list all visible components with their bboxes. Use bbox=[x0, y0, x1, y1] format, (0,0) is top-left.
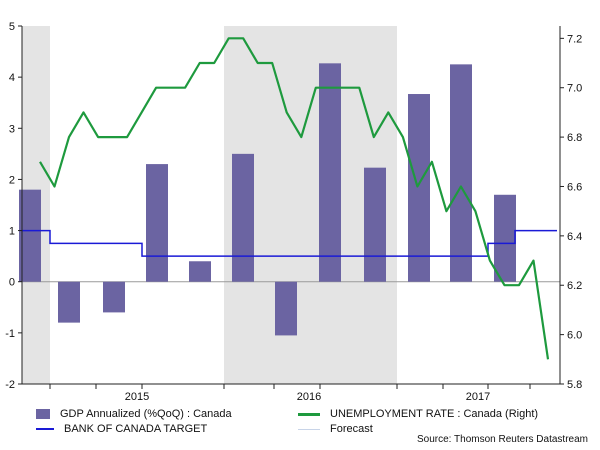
legend-gdp-swatch bbox=[36, 409, 50, 420]
gdp-bar-8 bbox=[319, 63, 341, 282]
right-tick-label: 7.2 bbox=[567, 33, 582, 45]
right-tick-label: 6.0 bbox=[567, 330, 582, 342]
right-tick-label: 6.2 bbox=[567, 280, 582, 292]
legend-gdp-label: GDP Annualized (%QoQ) : Canada bbox=[60, 408, 232, 420]
axes bbox=[21, 26, 561, 385]
boc-target-path bbox=[22, 229, 557, 257]
legend-boc-swatch bbox=[36, 428, 54, 431]
left-tick-label: 5 bbox=[9, 21, 15, 33]
gdp-bar-3 bbox=[103, 281, 125, 313]
left-tick-label: 0 bbox=[9, 277, 15, 289]
gdp-bars bbox=[19, 63, 516, 336]
right-tick-label: 7.0 bbox=[567, 83, 582, 95]
left-tick-label: -1 bbox=[5, 328, 15, 340]
left-tick-label: 1 bbox=[9, 226, 15, 238]
right-tick-label: 6.8 bbox=[567, 132, 582, 144]
legend-forecast-label: Forecast bbox=[330, 423, 373, 435]
unemployment-path bbox=[39, 37, 550, 360]
right-tick-label: 5.8 bbox=[567, 379, 582, 391]
right-tick-label: 6.4 bbox=[567, 231, 582, 243]
legend-boc-label: BANK OF CANADA TARGET bbox=[64, 423, 208, 435]
gdp-bar-9 bbox=[364, 167, 386, 282]
gdp-bar-7 bbox=[275, 281, 297, 336]
gdp-bar-5 bbox=[189, 261, 211, 282]
legend-boc: BANK OF CANADA TARGET bbox=[36, 423, 207, 435]
source-note: Source: Thomson Reuters Datastream bbox=[416, 434, 588, 445]
left-tick-label: 3 bbox=[9, 123, 15, 135]
gdp-bar-6 bbox=[232, 153, 254, 282]
gdp-bar-1 bbox=[19, 189, 41, 282]
left-tick-label: -2 bbox=[5, 379, 15, 391]
legend-unemployment: UNEMPLOYMENT RATE : Canada (Right) bbox=[298, 408, 538, 420]
legend-unemployment-label: UNEMPLOYMENT RATE : Canada (Right) bbox=[330, 408, 539, 420]
left-tick-label: 2 bbox=[9, 174, 15, 186]
gdp-bar-10 bbox=[408, 94, 430, 282]
unemployment-line bbox=[39, 37, 550, 360]
legend-forecast: Forecast bbox=[298, 423, 373, 435]
right-tick-label: 6.6 bbox=[567, 181, 582, 193]
boc-target-line bbox=[22, 229, 557, 257]
legend-unemployment-swatch bbox=[298, 412, 320, 416]
gdp-bar-4 bbox=[146, 164, 168, 282]
gdp-bar-12 bbox=[494, 194, 516, 282]
legend-forecast-swatch bbox=[298, 428, 320, 430]
gdp-bar-11 bbox=[450, 64, 472, 282]
legend-gdp: GDP Annualized (%QoQ) : Canada bbox=[36, 408, 232, 420]
x-tick-label-2016: 2016 bbox=[297, 391, 321, 403]
x-tick-label-2017: 2017 bbox=[466, 391, 490, 403]
x-tick-label-2015: 2015 bbox=[125, 391, 149, 403]
ticks: -2 -1 0 1 2 3 4 5 5.8 6.0 6.2 6.4 6.6 6.8 7.0 7.2 2015 20… bbox=[5, 21, 582, 403]
left-tick-label: 4 bbox=[9, 72, 15, 84]
gdp-bar-2 bbox=[58, 281, 80, 323]
